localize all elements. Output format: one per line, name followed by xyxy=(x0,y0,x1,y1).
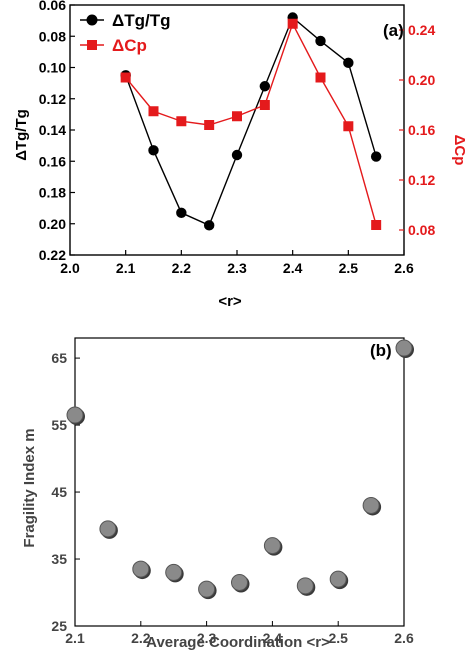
data-point-cp xyxy=(259,100,270,110)
data-point-tg xyxy=(148,145,159,156)
x-tick-label: 2.2 xyxy=(172,260,192,276)
x-tick-label: 2.3 xyxy=(227,260,247,276)
y-tick-label: 65 xyxy=(51,350,67,366)
y-tick-label-left: 0.14 xyxy=(39,122,66,138)
data-point xyxy=(296,577,314,595)
data-point xyxy=(165,563,183,581)
y-tick-label: 55 xyxy=(51,417,67,433)
data-point-tg xyxy=(259,81,271,92)
data-point-cp xyxy=(232,111,242,122)
y-tick-label: 35 xyxy=(51,551,67,567)
x-tick-label: 2.6 xyxy=(394,630,414,646)
series-line-tg xyxy=(125,16,377,227)
y-tick-label-left: 0.10 xyxy=(39,60,66,76)
y-tick-label-right: 0.24 xyxy=(408,22,435,38)
y-tick-label-left: 0.12 xyxy=(39,91,66,107)
y-tick-label-left: 0.18 xyxy=(39,185,66,201)
data-point xyxy=(263,537,281,555)
data-point-cp xyxy=(176,116,187,127)
x-tick-label: 2.6 xyxy=(394,260,414,276)
data-point-cp xyxy=(343,121,354,132)
y-tick-label-left: 0.08 xyxy=(39,28,66,44)
data-point xyxy=(198,580,216,598)
data-point-cp xyxy=(120,72,131,83)
data-point-cp xyxy=(148,106,159,117)
panel-b-axes: 2.1 2.2 2.3 2.4 2.5 2.6 25 35 45 55 65 xyxy=(51,339,414,646)
legend-marker-tg xyxy=(86,14,98,26)
data-point-cp xyxy=(287,18,298,29)
data-point xyxy=(231,573,248,591)
data-point xyxy=(132,560,150,578)
data-point xyxy=(99,520,117,538)
data-point xyxy=(362,496,380,514)
y-tick-label-left: 0.16 xyxy=(39,153,66,169)
panel-b: 2.1 2.2 2.3 2.4 2.5 2.6 25 35 45 55 65 (b) Fragili… xyxy=(21,337,414,651)
x-tick-label: 2.2 xyxy=(131,630,151,646)
y-tick-label-left: 0.22 xyxy=(39,247,66,263)
legend-marker-cp xyxy=(87,40,97,50)
panel-b-y-axis-label: Fragility Index m xyxy=(21,428,38,547)
data-point-tg xyxy=(343,57,354,69)
data-point-cp xyxy=(315,72,326,83)
data-point-tg xyxy=(231,149,243,161)
y-tick-label: 25 xyxy=(51,618,67,634)
y-tick-label-right: 0.12 xyxy=(408,172,435,188)
panel-a: 2.0 2.1 2.2 2.3 2.4 2.5 2.6 0.06 0.08 0.10 0.12 0.1… xyxy=(13,0,468,310)
panel-a-legend: ΔTg/Tg ΔCp xyxy=(80,11,170,55)
panel-a-axes: 2.0 2.1 2.2 2.3 2.4 2.5 2.6 0.06 0.08 0.10 0.12 0.1… xyxy=(39,0,436,276)
data-point-tg xyxy=(315,35,326,47)
panel-a-label: (a) xyxy=(383,21,404,40)
panel-a-y-axis-right-label: ΔCp xyxy=(451,135,468,166)
y-tick-label-right: 0.08 xyxy=(408,222,435,238)
panel-b-x-axis-label: Average Coordination <r> xyxy=(146,634,330,651)
x-tick-label: 2.5 xyxy=(328,630,348,646)
x-tick-label: 2.3 xyxy=(197,630,217,646)
panel-a-x-axis-label: <r> xyxy=(218,293,242,310)
data-point xyxy=(66,406,84,424)
y-tick-label-right: 0.16 xyxy=(408,122,435,138)
legend-label-tg: ΔTg/Tg xyxy=(112,11,170,30)
y-tick-label: 45 xyxy=(51,484,67,500)
x-tick-label: 2.5 xyxy=(339,260,359,276)
panel-b-plot-frame xyxy=(74,337,405,627)
data-point xyxy=(329,570,347,588)
x-tick-label: 2.1 xyxy=(116,260,136,276)
x-tick-label: 2.4 xyxy=(283,260,303,276)
y-tick-label-left: 0.20 xyxy=(39,216,66,232)
series-line-cp xyxy=(125,21,377,226)
y-tick-label-left: 0.06 xyxy=(39,0,66,13)
data-point-tg xyxy=(176,207,187,219)
data-point-tg xyxy=(203,220,215,231)
x-tick-label: 2.1 xyxy=(65,630,85,646)
panel-b-label: (b) xyxy=(370,341,392,360)
y-tick-label-right: 0.20 xyxy=(408,72,435,88)
legend-label-cp: ΔCp xyxy=(112,36,147,55)
data-point-tg xyxy=(370,151,382,162)
data-point-cp xyxy=(371,220,382,230)
x-tick-label: 2.0 xyxy=(60,260,80,276)
x-tick-label: 2.4 xyxy=(263,630,283,646)
panel-a-y-axis-left-label: ΔTg/Tg xyxy=(13,109,30,161)
data-point-cp xyxy=(204,120,215,130)
data-point xyxy=(395,339,413,357)
